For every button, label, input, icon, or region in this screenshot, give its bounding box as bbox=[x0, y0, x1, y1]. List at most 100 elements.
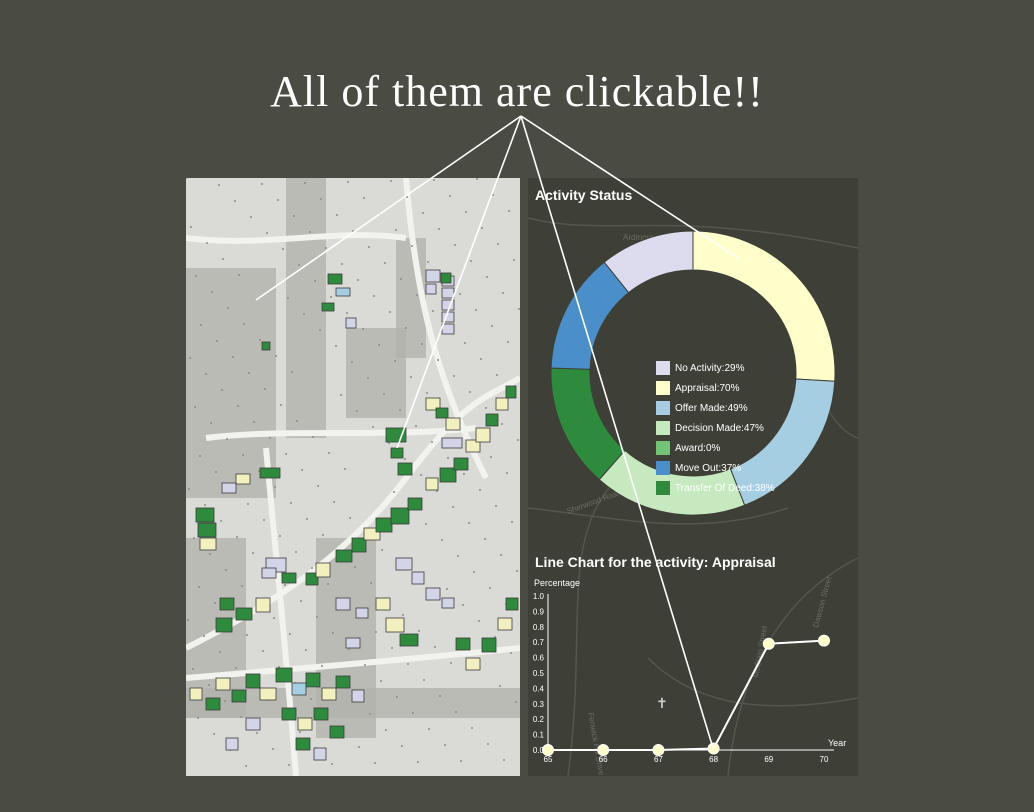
parcel[interactable] bbox=[411, 571, 425, 585]
parcel[interactable] bbox=[281, 572, 297, 584]
parcel[interactable] bbox=[453, 457, 469, 471]
parcel[interactable] bbox=[441, 597, 455, 609]
parcel[interactable] bbox=[441, 299, 455, 311]
parcel[interactable] bbox=[295, 737, 311, 751]
parcel[interactable] bbox=[390, 447, 404, 459]
parcel[interactable] bbox=[335, 675, 351, 689]
parcel-map[interactable] bbox=[186, 178, 520, 776]
parcel[interactable] bbox=[305, 672, 321, 688]
parcel[interactable] bbox=[215, 617, 233, 633]
parcel[interactable] bbox=[205, 697, 221, 711]
parcel[interactable] bbox=[505, 597, 519, 611]
data-point[interactable] bbox=[707, 742, 720, 755]
parcel[interactable] bbox=[225, 737, 239, 751]
parcel[interactable] bbox=[505, 385, 517, 399]
parcel[interactable] bbox=[397, 462, 413, 476]
legend-item[interactable]: Move Out:37% bbox=[656, 458, 775, 478]
parcel[interactable] bbox=[475, 427, 491, 443]
parcel[interactable] bbox=[261, 341, 271, 351]
legend-item[interactable]: Offer Made:49% bbox=[656, 398, 775, 418]
parcel[interactable] bbox=[195, 507, 215, 523]
appraisal-line-chart[interactable]: Percentage 1.0 0.9 0.8 0.7 0.6 0.5 0.4 0.3 0.2 0.1… bbox=[528, 576, 858, 776]
data-point[interactable] bbox=[818, 634, 830, 647]
dashboard-panel: Sherwood Road Fenwick Hill Drive Dawson … bbox=[528, 178, 858, 776]
parcel[interactable] bbox=[351, 537, 367, 553]
parcel[interactable] bbox=[407, 497, 423, 511]
parcel[interactable] bbox=[221, 482, 237, 494]
donut-slice-transfer-of-deed[interactable] bbox=[550, 367, 626, 481]
parcel[interactable] bbox=[425, 587, 441, 601]
parcel[interactable] bbox=[495, 397, 509, 411]
parcel[interactable] bbox=[465, 657, 481, 671]
parcel[interactable] bbox=[189, 687, 203, 701]
parcel[interactable] bbox=[275, 667, 293, 683]
parcel[interactable] bbox=[199, 537, 217, 551]
parcel[interactable] bbox=[321, 687, 337, 701]
parcel[interactable] bbox=[355, 607, 369, 619]
parcel[interactable] bbox=[440, 272, 452, 284]
parcel[interactable] bbox=[297, 717, 313, 731]
parcel[interactable] bbox=[375, 517, 393, 533]
parcel[interactable] bbox=[261, 567, 277, 579]
parcel[interactable] bbox=[321, 302, 335, 312]
parcel[interactable] bbox=[259, 467, 281, 479]
parcel[interactable] bbox=[385, 617, 405, 633]
parcel[interactable] bbox=[197, 522, 217, 538]
parcel[interactable] bbox=[390, 507, 410, 525]
parcel[interactable] bbox=[445, 417, 461, 431]
parcel[interactable] bbox=[425, 477, 439, 491]
data-point[interactable] bbox=[762, 637, 775, 650]
parcel[interactable] bbox=[345, 317, 357, 329]
parcel[interactable] bbox=[455, 637, 471, 651]
parcel[interactable] bbox=[313, 747, 327, 761]
parcel[interactable] bbox=[235, 473, 251, 485]
parcel[interactable] bbox=[375, 597, 391, 611]
data-point[interactable] bbox=[542, 744, 554, 756]
parcel[interactable] bbox=[481, 637, 497, 653]
donut-legend[interactable]: No Activity:29% Appraisal:70% Offer Made:4… bbox=[656, 358, 775, 498]
line-chart-canvas[interactable]: Percentage 1.0 0.9 0.8 0.7 0.6 0.5 0.4 0.3 0.2 0.1… bbox=[528, 576, 858, 776]
parcel[interactable] bbox=[435, 407, 449, 419]
parcel[interactable] bbox=[231, 689, 247, 703]
data-point[interactable] bbox=[597, 744, 610, 756]
parcel[interactable] bbox=[345, 637, 361, 649]
parcel[interactable] bbox=[335, 287, 351, 297]
activity-donut-chart[interactable]: No Activity:29% Appraisal:70% Offer Made:4… bbox=[548, 228, 838, 518]
legend-item[interactable]: Appraisal:70% bbox=[656, 378, 775, 398]
parcel[interactable] bbox=[441, 311, 455, 323]
parcel[interactable] bbox=[235, 607, 253, 621]
parcel[interactable] bbox=[313, 707, 329, 721]
parcel[interactable] bbox=[245, 673, 261, 689]
parcel[interactable] bbox=[439, 467, 457, 483]
parcel[interactable] bbox=[281, 707, 297, 721]
parcel[interactable] bbox=[485, 413, 499, 427]
data-point[interactable] bbox=[652, 744, 665, 756]
legend-item[interactable]: Decision Made:47% bbox=[656, 418, 775, 438]
parcel[interactable] bbox=[291, 682, 307, 696]
parcel[interactable] bbox=[441, 323, 455, 335]
parcel[interactable] bbox=[425, 269, 441, 283]
parcel[interactable] bbox=[441, 287, 455, 299]
parcel[interactable] bbox=[259, 687, 277, 701]
parcel[interactable] bbox=[329, 725, 345, 739]
parcel[interactable] bbox=[215, 677, 231, 691]
legend-item[interactable]: Transfer Of Deed:38% bbox=[656, 478, 775, 498]
parcel[interactable] bbox=[315, 562, 331, 578]
parcel[interactable] bbox=[335, 549, 353, 563]
parcel[interactable] bbox=[327, 273, 343, 285]
parcel[interactable] bbox=[497, 617, 513, 631]
parcel[interactable] bbox=[245, 717, 261, 731]
parcel[interactable] bbox=[255, 597, 271, 613]
parcel[interactable] bbox=[399, 633, 419, 647]
parcel[interactable] bbox=[425, 283, 437, 295]
parcel-map-canvas[interactable] bbox=[186, 178, 520, 776]
parcel[interactable] bbox=[219, 597, 235, 611]
parcel[interactable] bbox=[305, 572, 319, 586]
parcel[interactable] bbox=[441, 437, 463, 449]
parcel[interactable] bbox=[395, 557, 413, 571]
parcel[interactable] bbox=[335, 597, 351, 611]
legend-item[interactable]: Award:0% bbox=[656, 438, 775, 458]
parcel[interactable] bbox=[351, 689, 365, 703]
parcel[interactable] bbox=[385, 427, 407, 443]
legend-item[interactable]: No Activity:29% bbox=[656, 358, 775, 378]
